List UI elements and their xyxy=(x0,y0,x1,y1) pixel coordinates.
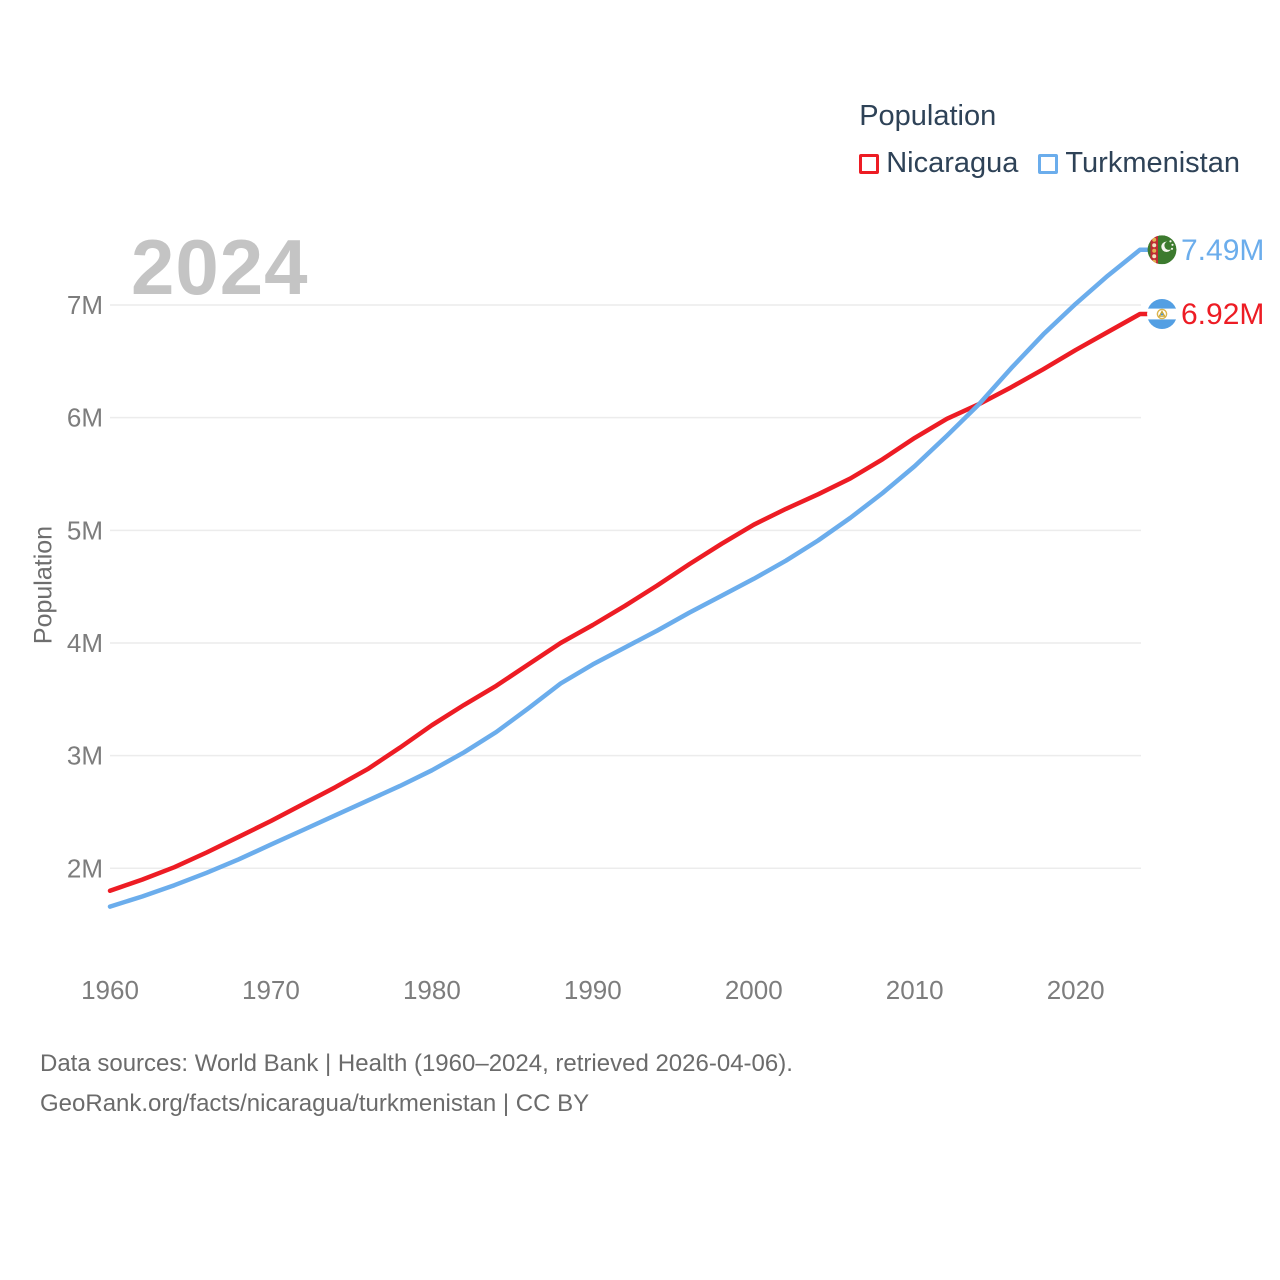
legend-label-turkmenistan: Turkmenistan xyxy=(1065,147,1240,179)
watermark-year: 2024 xyxy=(131,223,309,311)
x-tick-label: 1970 xyxy=(242,975,300,1005)
legend-title: Population xyxy=(859,100,997,132)
series-line-turkmenistan[interactable] xyxy=(107,247,1153,909)
legend-label-nicaragua: Nicaragua xyxy=(886,147,1019,179)
x-tick-label: 2000 xyxy=(725,975,783,1005)
x-tick-label: 1960 xyxy=(81,975,139,1005)
y-tick-label: 3M xyxy=(67,741,103,771)
gridlines xyxy=(110,304,1141,870)
y-axis-tick-labels: 2M 3M 4M 5M 6M 7M xyxy=(67,290,103,883)
series-line-nicaragua[interactable] xyxy=(107,311,1153,894)
footer: Data sources: World Bank | Health (1960–… xyxy=(40,1044,793,1124)
legend-item-nicaragua[interactable]: Nicaragua xyxy=(859,147,1018,180)
legend: Population Nicaragua Turkmenistan xyxy=(859,100,1240,180)
footer-attribution: GeoRank.org/facts/nicaragua/turkmenistan… xyxy=(40,1090,590,1117)
legend-items: Nicaragua Turkmenistan xyxy=(859,147,1240,180)
turkmenistan-swatch-icon xyxy=(1038,153,1059,174)
x-tick-label: 2020 xyxy=(1047,975,1105,1005)
x-axis-tick-labels: 1960 1970 1980 1990 2000 2010 2020 xyxy=(81,975,1104,1005)
turkmenistan-flag-icon xyxy=(1147,235,1177,265)
end-value-label-turkmenistan: 7.49M xyxy=(1181,234,1264,267)
end-value-label-nicaragua: 6.92M xyxy=(1181,298,1264,331)
x-tick-label: 2010 xyxy=(886,975,944,1005)
legend-item-turkmenistan[interactable]: Turkmenistan xyxy=(1038,147,1240,180)
footer-data-sources: Data sources: World Bank | Health (1960–… xyxy=(40,1050,793,1077)
y-tick-label: 7M xyxy=(67,290,103,320)
y-tick-label: 6M xyxy=(67,403,103,433)
y-tick-label: 4M xyxy=(67,628,103,658)
series-lines xyxy=(107,247,1153,909)
nicaragua-swatch-icon xyxy=(859,153,880,174)
y-tick-label: 2M xyxy=(67,853,103,883)
x-tick-label: 1980 xyxy=(403,975,461,1005)
nicaragua-flag-icon xyxy=(1147,299,1177,329)
x-tick-label: 1990 xyxy=(564,975,622,1005)
y-tick-label: 5M xyxy=(67,515,103,545)
